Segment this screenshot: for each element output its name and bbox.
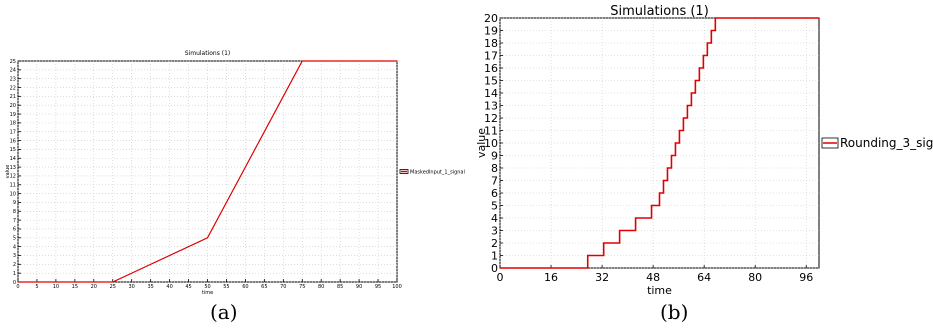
panel-caption-a: (a) [210, 300, 238, 324]
chart-a-y-tick-label: 17 [10, 129, 16, 135]
chart-b-y-tick-label: 10 [484, 137, 498, 150]
chart-a-x-tick-label: 10 [53, 284, 59, 290]
chart-b-y-tick-label: 18 [484, 37, 498, 50]
chart-a-y-tick-label: 13 [10, 165, 16, 171]
chart-b-y-tick-label: 0 [491, 262, 498, 275]
chart-a-y-tick-label: 23 [10, 76, 16, 82]
chart-a-y-tick-label: 3 [13, 253, 16, 259]
chart-a-y-tick-label: 12 [10, 174, 16, 180]
chart-a-y-tick-label: 20 [10, 103, 16, 109]
chart-a-y-tick-label: 5 [13, 236, 16, 242]
chart-a-y-tick-label: 10 [10, 191, 16, 197]
chart-a-x-tick-label: 60 [242, 284, 248, 290]
chart-b-y-tick-label: 8 [491, 162, 498, 175]
chart-a-y-tick-label: 1 [13, 271, 16, 277]
chart-a-x-tick-label: 70 [280, 284, 286, 290]
chart-a-x-tick-label: 40 [166, 284, 172, 290]
chart-a-y-tick-label: 8 [13, 209, 16, 215]
chart-b-y-tick-label: 17 [484, 49, 498, 62]
chart-b-y-tick-label: 7 [491, 174, 498, 187]
chart-a-y-tick-label: 4 [13, 244, 16, 250]
chart-a-x-tick-label: 30 [129, 284, 135, 290]
chart-a-legend-label: MaskedInput_1_signal [410, 169, 465, 175]
chart-a-y-tick-label: 0 [13, 280, 16, 286]
chart-a-y-tick-label: 18 [10, 121, 16, 127]
chart-b-x-tick-label: 32 [595, 271, 609, 284]
chart-a-x-tick-label: 90 [356, 284, 362, 290]
chart-a-x-tick-label: 55 [223, 284, 229, 290]
chart-b-y-tick-label: 13 [484, 99, 498, 112]
chart-b-y-tick-label: 11 [484, 124, 498, 137]
chart-b-y-tick-label: 19 [484, 24, 498, 37]
chart-a-y-tick-label: 14 [10, 156, 16, 162]
chart-a-x-tick-label: 0 [16, 284, 19, 290]
chart-a-series-line [18, 60, 397, 283]
chart-a-y-axis-label: value [5, 165, 11, 179]
chart-a-title: Simulations (1) [185, 50, 231, 57]
chart-b-y-tick-label: 14 [484, 87, 498, 100]
chart-a-y-tick-label: 15 [10, 147, 16, 153]
chart-panel-a: 0 5 10 15 20 25 30 35 40 45 50 55 60 65 70 75 80 85 90 95 10… [5, 50, 465, 296]
chart-a-x-tick-label: 100 [392, 284, 402, 290]
chart-b-x-tick-label: 64 [697, 271, 711, 284]
chart-b-legend-label: Rounding_3_signal [840, 136, 933, 150]
chart-b-y-tick-label: 15 [484, 74, 498, 87]
chart-a-y-tick-label: 16 [10, 138, 16, 144]
chart-a-y-tick-label: 7 [13, 218, 16, 224]
chart-b-series-line [500, 17, 819, 269]
chart-b-y-tick-label: 2 [491, 237, 498, 250]
chart-b-y-tick-label: 5 [491, 199, 498, 212]
chart-a-y-tick-label: 25 [10, 59, 16, 65]
chart-b-title: Simulations (1) [610, 4, 709, 19]
chart-b-y-tick-label: 1 [491, 249, 498, 262]
chart-a-y-tick-label: 11 [10, 183, 16, 189]
chart-a-x-tick-label: 20 [91, 284, 97, 290]
chart-a-x-axis-label: time [202, 290, 213, 296]
chart-a-x-tick-label: 35 [147, 284, 153, 290]
chart-a-x-tick-label: 80 [318, 284, 324, 290]
chart-a-x-tick-label: 65 [261, 284, 267, 290]
chart-a-y-tick-label: 19 [10, 112, 16, 118]
chart-b-y-tick-label: 9 [491, 149, 498, 162]
chart-a-y-tick-label: 2 [13, 262, 16, 268]
chart-b-y-tick-label: 16 [484, 62, 498, 75]
chart-b-y-tick-label: 12 [484, 112, 498, 125]
chart-b-x-tick-label: 48 [646, 271, 660, 284]
panel-caption-b: (b) [660, 300, 689, 324]
chart-b-x-tick-label: 96 [799, 271, 813, 284]
chart-b-y-tick-label: 4 [491, 212, 498, 225]
chart-panel-b: 0 16 32 48 64 80 96012345678910111213141516171… [475, 4, 933, 297]
chart-b-y-tick-label: 6 [491, 187, 498, 200]
chart-a-x-tick-label: 5 [35, 284, 38, 290]
chart-a-x-tick-label: 50 [204, 284, 210, 290]
chart-b-y-axis-label: value [475, 128, 488, 158]
chart-b-x-tick-label: 80 [748, 271, 762, 284]
chart-b-x-tick-label: 0 [497, 271, 504, 284]
chart-a-x-tick-label: 85 [337, 284, 343, 290]
chart-a-x-tick-label: 25 [110, 284, 116, 290]
chart-a-y-tick-label: 21 [10, 94, 16, 100]
chart-a-x-tick-label: 15 [72, 284, 78, 290]
chart-b-x-tick-label: 16 [544, 271, 558, 284]
chart-a-y-tick-label: 24 [10, 68, 16, 74]
chart-b-y-tick-label: 20 [484, 12, 498, 25]
chart-a-x-tick-label: 95 [375, 284, 381, 290]
chart-b-x-axis-label: time [647, 284, 672, 297]
chart-a-x-tick-label: 75 [299, 284, 305, 290]
chart-a-y-tick-label: 6 [13, 227, 16, 233]
chart-a-x-tick-label: 45 [185, 284, 191, 290]
chart-b-y-tick-label: 3 [491, 224, 498, 237]
chart-a-y-tick-label: 22 [10, 85, 16, 91]
chart-a-y-tick-label: 9 [13, 200, 16, 206]
